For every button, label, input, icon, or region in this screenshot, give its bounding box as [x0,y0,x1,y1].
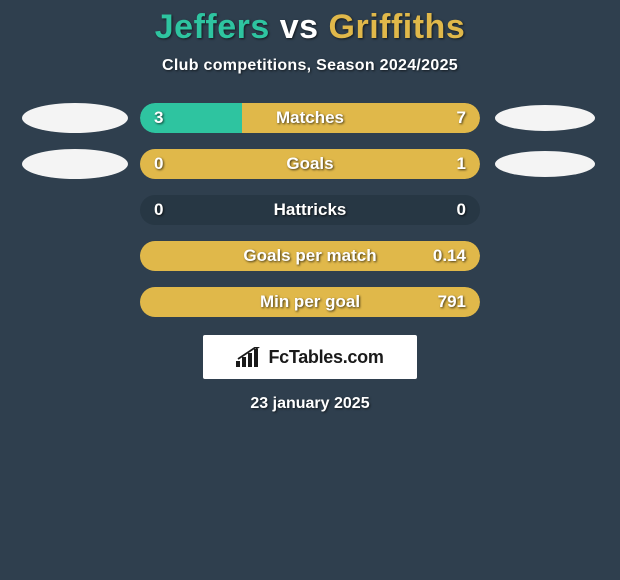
left-ball-icon [20,149,130,179]
right-value: 1 [457,154,466,174]
player2-name: Griffiths [329,8,466,46]
right-ball-icon [490,103,600,133]
vs-separator: vs [280,8,319,46]
stat-bar: 0 Goals 1 [140,149,480,179]
stat-label: Goals per match [243,246,376,266]
stat-row: 0 Goals 1 [0,149,620,179]
stat-row: 3 Matches 7 [0,103,620,133]
right-value: 7 [457,108,466,128]
left-ball-icon [20,103,130,133]
stat-row: Min per goal 791 [0,287,620,317]
logo-box: FcTables.com [203,335,417,379]
logo-text: FcTables.com [268,347,383,368]
bar-chart-icon [236,347,262,367]
right-value: 0.14 [433,246,466,266]
right-value: 791 [438,292,466,312]
stat-bar: Goals per match 0.14 [140,241,480,271]
stat-row: 0 Hattricks 0 [0,195,620,225]
player1-name: Jeffers [155,8,270,46]
stat-rows: 3 Matches 7 0 Goals 1 0 Hattricks 0 Goals per mat… [0,103,620,317]
stat-label: Hattricks [274,200,347,220]
left-ball-icon [20,241,130,271]
right-value: 0 [457,200,466,220]
stat-bar: 0 Hattricks 0 [140,195,480,225]
stat-label: Goals [286,154,333,174]
left-value: 0 [154,154,163,174]
right-ball-icon [490,149,600,179]
stat-bar: 3 Matches 7 [140,103,480,133]
subtitle: Club competitions, Season 2024/2025 [0,57,620,75]
left-value: 3 [154,108,163,128]
right-ball-icon [490,241,600,271]
date-line: 23 january 2025 [0,395,620,413]
right-ball-icon [490,287,600,317]
left-value: 0 [154,200,163,220]
left-ball-icon [20,287,130,317]
right-ball-icon [490,195,600,225]
stat-row: Goals per match 0.14 [0,241,620,271]
stat-bar: Min per goal 791 [140,287,480,317]
page-title: Jeffers vs Griffiths [0,0,620,47]
stat-label: Matches [276,108,344,128]
stat-label: Min per goal [260,292,360,312]
left-ball-icon [20,195,130,225]
comparison-infographic: Jeffers vs Griffiths Club competitions, … [0,0,620,580]
